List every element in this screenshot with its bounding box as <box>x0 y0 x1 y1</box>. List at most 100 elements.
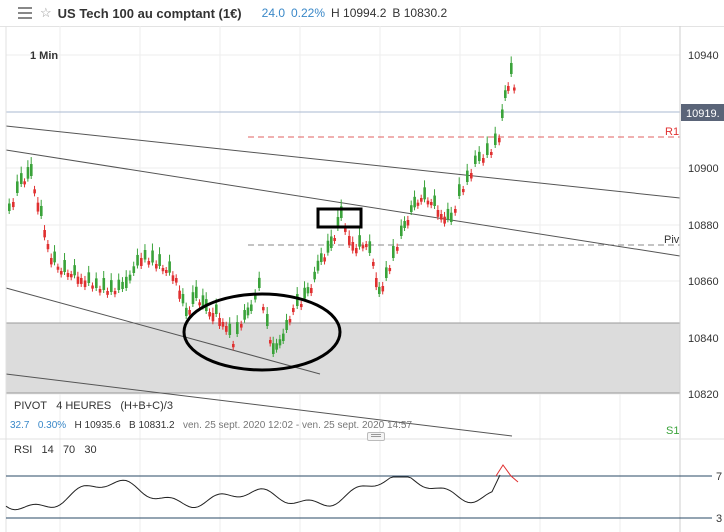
candle-body <box>403 221 406 228</box>
pivot-low: B 10831.2 <box>129 420 175 431</box>
candle-body <box>178 290 181 299</box>
candle-body <box>16 181 19 193</box>
candle-body <box>406 220 410 226</box>
y-tick: 10900 <box>688 163 719 175</box>
candle-body <box>113 291 117 295</box>
candle-body <box>43 230 46 238</box>
candle-body <box>23 181 26 185</box>
candle-body <box>306 287 310 294</box>
candle-body <box>320 253 323 262</box>
price-chart[interactable]: 10940 10900 10880 10860 10840 10820 1091… <box>0 26 724 532</box>
trend-lines[interactable] <box>5 125 681 437</box>
candle-body <box>175 278 178 283</box>
candle-body <box>258 277 261 288</box>
candle-body <box>285 319 288 330</box>
candle-body <box>125 276 128 288</box>
highlight-ellipse[interactable] <box>182 292 342 372</box>
pivot-period: 4 HEURES <box>56 400 112 412</box>
candle-body <box>316 260 320 271</box>
candle-body <box>272 343 275 354</box>
rsi-line <box>5 474 501 511</box>
candle-body <box>20 173 23 184</box>
candle-body <box>36 202 40 212</box>
rsi-level-low: 3 <box>716 513 722 525</box>
candle-body <box>240 324 243 328</box>
session-low: B 10830.2 <box>392 6 448 20</box>
candle-body <box>482 158 485 163</box>
candle-body <box>218 318 221 326</box>
session-high: H 10994.2 <box>331 6 387 20</box>
candle-body <box>91 285 94 289</box>
candle-body <box>132 266 136 273</box>
y-axis: 10940 10900 10880 10860 10840 10820 <box>688 50 719 401</box>
highlight-rectangle[interactable] <box>316 207 363 229</box>
candle-body <box>507 86 510 91</box>
r1-label: R1 <box>665 126 679 138</box>
candle-body <box>232 344 235 348</box>
candle-body <box>171 275 175 281</box>
candle-body <box>12 202 15 208</box>
price-change-pct: 0.22% <box>291 6 326 20</box>
candle-body <box>70 274 73 278</box>
rsi-period: 14 <box>41 444 54 456</box>
candle-body <box>83 280 87 288</box>
pivot-name: PIVOT <box>14 400 48 412</box>
candle-body <box>440 214 443 220</box>
candle-body <box>498 138 501 143</box>
candle-body <box>423 187 426 200</box>
candle-body <box>292 308 295 313</box>
rsi-indicator-header[interactable]: RSI 14 70 30 <box>14 444 97 456</box>
candle-body <box>510 62 513 74</box>
candle-body <box>462 189 465 193</box>
candle-body <box>26 167 30 179</box>
candle-body <box>388 268 392 272</box>
candle-body <box>195 286 198 298</box>
pivot-stats: 32.7 0.30% H 10935.6 B 10831.2 ven. 25 s… <box>10 420 412 431</box>
y-tick: 10860 <box>688 276 719 288</box>
current-price-value: 10919. <box>686 108 720 120</box>
pivot-indicator-header[interactable]: PIVOT 4 HEURES (H+B+C)/3 <box>14 400 173 412</box>
candle-body <box>501 109 504 118</box>
candle-body <box>80 278 83 284</box>
candle-body <box>46 244 50 250</box>
s1-label: S1 <box>666 425 679 437</box>
candle-body <box>413 196 416 208</box>
candle-body <box>330 236 333 248</box>
y-tick: 10820 <box>688 389 719 401</box>
candle-body <box>494 133 497 145</box>
candle-body <box>372 262 375 266</box>
support-zone[interactable] <box>6 323 680 393</box>
candle-body <box>513 87 516 91</box>
candle-body <box>254 293 257 300</box>
candle-body <box>158 254 161 266</box>
candle-body <box>282 333 285 341</box>
candle-body <box>443 216 446 224</box>
candle-body <box>147 261 151 265</box>
candle-body <box>33 189 36 194</box>
candle-body <box>392 246 395 258</box>
candle-body <box>433 195 436 206</box>
candle-body <box>151 250 154 263</box>
candle-body <box>296 294 299 306</box>
rsi-overbought-segment <box>495 464 519 483</box>
candle-body <box>300 304 303 308</box>
candle-body <box>470 173 473 179</box>
candle-body <box>208 312 211 317</box>
candle-body <box>323 257 326 262</box>
favorite-star-icon[interactable]: ☆ <box>40 5 52 20</box>
y-tick: 10880 <box>688 220 719 232</box>
candle-body <box>106 291 109 295</box>
menu-icon[interactable] <box>18 7 32 19</box>
candle-body <box>136 254 139 266</box>
rsi-level-high: 7 <box>716 471 722 483</box>
candle-body <box>63 260 66 272</box>
candle-body <box>53 251 56 263</box>
candle-body <box>478 151 481 161</box>
candle-body <box>246 307 250 316</box>
candle-body <box>215 304 218 314</box>
candle-body <box>225 326 228 332</box>
candle-body <box>333 238 336 242</box>
panel-resize-handle[interactable] <box>367 432 385 441</box>
candle-body <box>161 268 165 272</box>
candle-body <box>110 280 113 292</box>
